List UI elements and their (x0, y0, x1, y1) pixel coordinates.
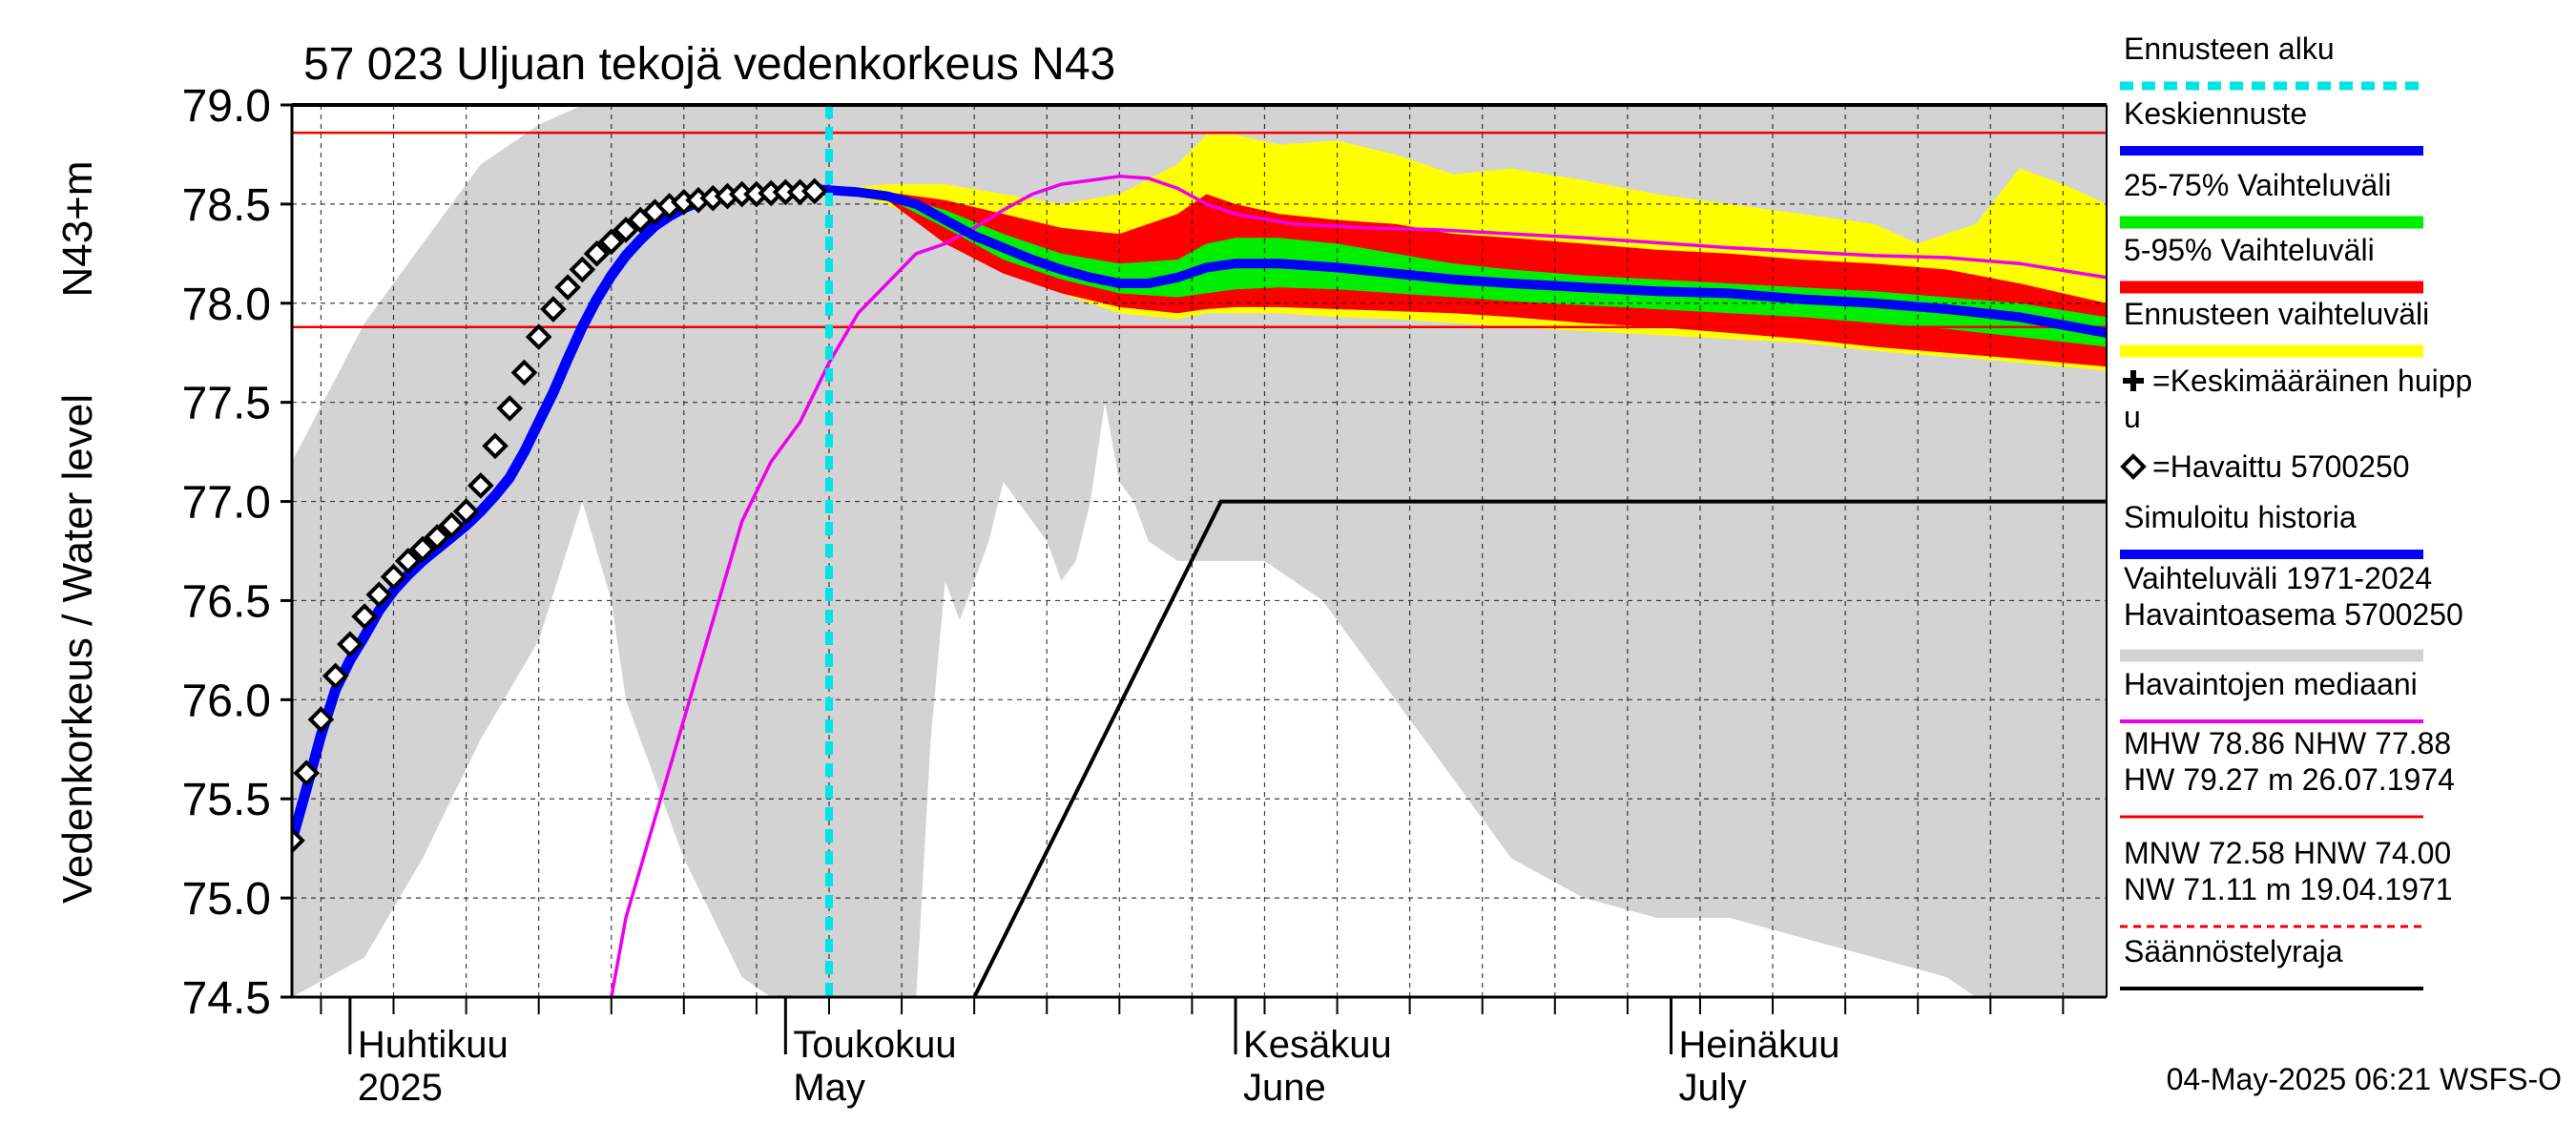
observed-point (569, 256, 596, 283)
legend-label: Vaihteluväli 1971-2024 (2124, 561, 2432, 595)
legend-label: MHW 78.86 NHW 77.88 (2124, 726, 2451, 760)
y-tick-label: 79.0 (182, 81, 271, 132)
y-axis-label: Vedenkorkeus / Water level (54, 394, 101, 904)
x-month-sublabel: July (1679, 1067, 1747, 1109)
observed-point (540, 296, 567, 323)
plot-area (292, 105, 2107, 997)
y-tick-label: 76.5 (182, 576, 271, 627)
observed-point (613, 217, 639, 243)
x-month-sublabel: 2025 (358, 1067, 443, 1109)
observed-point (424, 524, 450, 551)
x-month-label: Heinäkuu (1679, 1024, 1840, 1066)
plot-content (292, 105, 2107, 997)
legend-label: Ennusteen vaihteluväli (2124, 297, 2429, 331)
legend-label: 25-75% Vaihteluväli (2124, 168, 2391, 202)
observed-point (351, 603, 378, 630)
legend-label: =Havaittu 5700250 (2152, 449, 2410, 484)
y-tick-label: 76.0 (182, 676, 271, 726)
legend-label-line2: u (2124, 400, 2141, 434)
observed-point (307, 706, 335, 733)
legend-label: Havaintojen mediaani (2124, 667, 2418, 701)
observed-point (293, 760, 321, 787)
y-tick-label: 78.0 (182, 280, 271, 330)
median-forecast-line (828, 185, 2107, 338)
chart-title: 57 023 Uljuan tekojä vedenkorkeus N43 (303, 39, 1115, 90)
observed-point (337, 631, 364, 657)
legend-label: =Keskimääräinen huipp (2152, 364, 2472, 398)
regulation-limit-line (972, 499, 2107, 997)
observed-point (510, 359, 538, 386)
legend-label: Simuloitu historia (2124, 500, 2357, 534)
observed-point (597, 228, 625, 256)
observed-point (380, 563, 407, 591)
footer-timestamp: 04-May-2025 06:21 WSFS-O (2167, 1062, 2562, 1096)
x-month-sublabel: May (793, 1067, 865, 1109)
observed-median-line (610, 175, 2107, 997)
legend-label: MNW 72.58 HNW 74.00 (2124, 836, 2451, 870)
legend-diamond-marker (2120, 453, 2147, 480)
y-tick-label: 75.5 (182, 775, 271, 825)
legend-label: 5-95% Vaihteluväli (2124, 233, 2375, 267)
observed-point (800, 177, 828, 205)
x-month-label: Huhtikuu (358, 1024, 509, 1066)
observed-point (554, 274, 581, 301)
y-tick-label: 74.5 (182, 973, 271, 1024)
observed-point (394, 548, 422, 574)
observed-point (467, 472, 494, 499)
x-month-label: Toukokuu (793, 1024, 956, 1066)
x-month-label: Kesäkuu (1243, 1024, 1392, 1066)
x-month-sublabel: June (1243, 1067, 1326, 1109)
legend: Ennusteen alku Keskiennuste 25-75% Vaihtel… (2120, 31, 2472, 990)
observed-point (482, 432, 509, 460)
observed-point (496, 395, 524, 422)
observed-point (409, 535, 436, 563)
band-25-75 (829, 190, 2107, 347)
observed-point (322, 662, 349, 690)
observed-point (583, 240, 611, 267)
legend-label: Keskiennuste (2124, 96, 2307, 131)
y-axis-unit: N43+m (54, 160, 101, 297)
observed-points (292, 177, 828, 854)
observed-point (525, 323, 552, 350)
legend-label-line2: HW 79.27 m 26.07.1974 (2124, 762, 2455, 797)
grid (292, 105, 2107, 997)
legend-label-line2: Havaintoasema 5700250 (2124, 597, 2463, 632)
legend-label: Säännöstelyraja (2124, 934, 2343, 968)
axes: 79.0 78.5 78.0 77.5 77.0 76.5 76.0 75.5 75.0 74.5… (182, 81, 2108, 1109)
y-tick-label: 78.5 (182, 180, 271, 231)
y-tick-label: 77.0 (182, 478, 271, 529)
observed-point (452, 498, 480, 525)
legend-label-line2: NW 71.11 m 19.04.1971 (2124, 872, 2453, 906)
legend-label: Ennusteen alku (2124, 31, 2335, 66)
observed-point (292, 827, 305, 854)
observed-point (438, 511, 466, 539)
y-tick-label: 77.5 (182, 379, 271, 429)
y-tick-label: 75.0 (182, 874, 271, 925)
observed-point (365, 581, 393, 609)
legend-plus-marker (2123, 370, 2144, 391)
